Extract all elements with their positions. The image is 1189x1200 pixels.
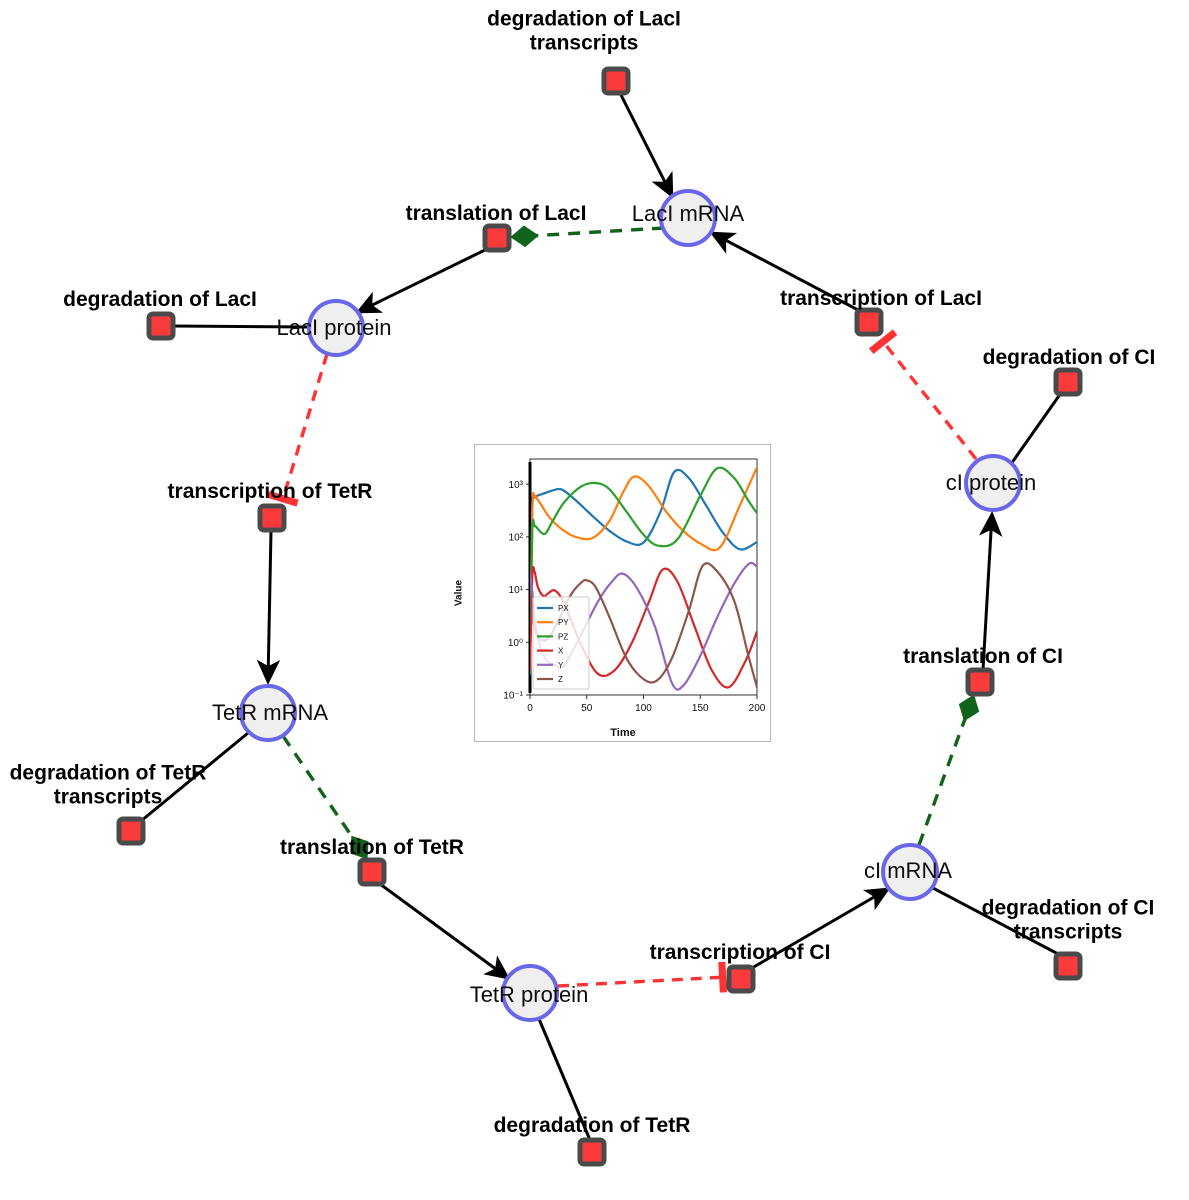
- plot-x-tick: 50: [581, 703, 593, 714]
- plot-x-tick: 150: [692, 703, 709, 714]
- edge-inhibition: [267, 353, 329, 507]
- plot-series-PZ: [530, 466, 757, 676]
- reaction-node-deg_tetr_transcripts[interactable]: [116, 816, 146, 846]
- reaction-node-deg_tetr[interactable]: [577, 1137, 607, 1167]
- edge-consumption: [709, 231, 861, 313]
- edge-consumption: [537, 1018, 592, 1141]
- species-node-ci_mrna[interactable]: [881, 843, 939, 901]
- edge-consumption: [355, 247, 488, 314]
- plot-y-axis-label: Value: [453, 579, 465, 607]
- species-node-tetr_protein[interactable]: [501, 964, 559, 1022]
- plot-x-tick: 0: [527, 703, 533, 714]
- plot-y-tick: 10¹: [509, 585, 524, 596]
- plot-legend-item: X: [558, 647, 564, 656]
- edge-consumption: [618, 92, 674, 199]
- species-node-laci_mrna[interactable]: [659, 189, 717, 247]
- plot-legend-item: PX: [558, 604, 569, 613]
- plot-x-tick: 100: [635, 703, 652, 714]
- plot-x-tick: 200: [749, 703, 766, 714]
- reaction-node-transcription_ci[interactable]: [726, 964, 756, 994]
- reaction-node-translation_ci[interactable]: [965, 667, 995, 697]
- edge-catalysis: [917, 694, 980, 846]
- species-node-laci_protein[interactable]: [307, 299, 365, 357]
- timecourse-plot-svg: 10⁻¹ 10⁰ 10¹ 10² 10³ 0 50 100 150 200 PX PY PZ XYZ: [503, 458, 766, 714]
- edge-consumption: [172, 324, 310, 329]
- reaction-node-translation_tetr[interactable]: [357, 857, 387, 887]
- edge-inhibition: [868, 329, 978, 461]
- edge-inhibition: [557, 961, 727, 993]
- reaction-node-deg_laci[interactable]: [146, 311, 176, 341]
- node-layer: [116, 66, 1083, 1167]
- edge-consumption: [256, 530, 281, 685]
- plot-legend-item: PZ: [558, 632, 568, 641]
- reaction-node-translation_laci[interactable]: [482, 223, 512, 253]
- edge-consumption: [1009, 392, 1063, 465]
- reaction-node-transcription_tetr[interactable]: [257, 503, 287, 533]
- edge-catalysis: [281, 735, 369, 860]
- plot-y-tick: 10²: [509, 532, 524, 543]
- edge-layer: [140, 92, 1063, 1141]
- edge-consumption: [930, 885, 1061, 957]
- plot-x-axis-label: Time: [610, 727, 636, 739]
- reaction-node-deg_ci[interactable]: [1053, 367, 1083, 397]
- reaction-node-deg_laci_transcripts[interactable]: [601, 66, 631, 96]
- species-node-tetr_mrna[interactable]: [239, 684, 297, 742]
- reaction-node-transcription_laci[interactable]: [854, 307, 884, 337]
- plot-series-X: [530, 565, 757, 689]
- plot-legend-item: PY: [558, 618, 569, 627]
- timecourse-plot: 10⁻¹ 10⁰ 10¹ 10² 10³ 0 50 100 150 200 PX PY PZ X Y Z Va…: [454, 444, 771, 742]
- edge-consumption: [751, 887, 891, 970]
- plot-legend-item: Z: [558, 675, 563, 684]
- edge-consumption: [979, 511, 1003, 671]
- edge-consumption: [379, 882, 511, 980]
- plot-y-tick: 10³: [509, 480, 524, 491]
- reaction-node-deg_ci_transcripts[interactable]: [1053, 951, 1083, 981]
- plot-y-tick: 10⁻¹: [503, 691, 523, 702]
- plot-series-PY: [530, 466, 757, 671]
- edge-consumption: [140, 731, 249, 823]
- plot-legend: PX PY PZ XYZ: [532, 596, 590, 690]
- edge-catalysis: [510, 225, 665, 248]
- plot-legend-item: Y: [558, 661, 564, 670]
- plot-y-tick: 10⁰: [508, 638, 523, 649]
- species-node-ci_protein[interactable]: [964, 454, 1022, 512]
